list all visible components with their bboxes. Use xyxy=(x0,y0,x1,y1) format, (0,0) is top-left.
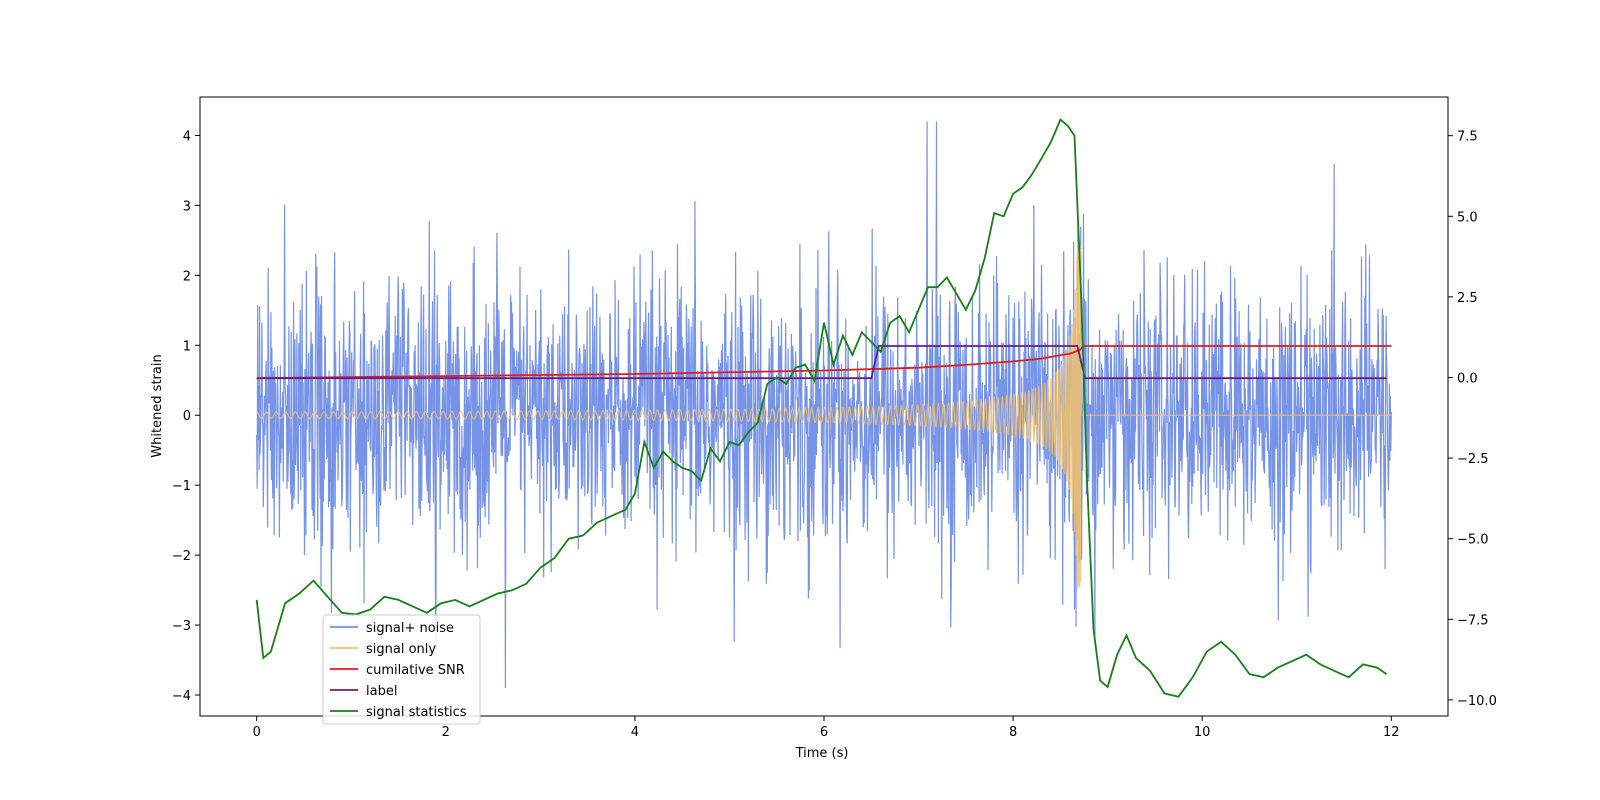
y-tick-label: −2 xyxy=(172,549,191,564)
y2-tick-label: −2.5 xyxy=(1457,452,1489,467)
x-tick-label: 4 xyxy=(631,725,639,740)
legend-label: label xyxy=(366,684,397,699)
y-axis-title: Whitened strain xyxy=(150,354,165,457)
x-axis-title: Time (s) xyxy=(795,746,849,761)
y-tick-label: −3 xyxy=(172,619,191,634)
x-tick-label: 0 xyxy=(253,725,261,740)
series-layer xyxy=(255,118,1392,698)
y-tick-label: 0 xyxy=(183,409,191,424)
y-tick-label: 4 xyxy=(183,129,191,144)
y2-tick-label: −7.5 xyxy=(1457,613,1489,628)
plot-area xyxy=(199,96,1449,717)
y-tick-label: 2 xyxy=(183,269,191,284)
y-axis-left: −4 −3 −2 −1 0 1 2 3 4 xyxy=(172,129,200,704)
legend: signal+ noise signal only cumilative SNR la… xyxy=(322,614,481,725)
legend-label: signal+ noise xyxy=(366,621,454,636)
y-tick-label: −1 xyxy=(172,479,191,494)
y2-tick-label: −5.0 xyxy=(1457,533,1489,548)
series-cumulative-snr xyxy=(256,345,1392,380)
legend-label: signal only xyxy=(366,642,436,657)
legend-box xyxy=(322,614,481,725)
x-tick-label: 2 xyxy=(442,725,450,740)
y-tick-label: 1 xyxy=(183,339,191,354)
x-tick-label: 10 xyxy=(1194,725,1211,740)
y2-tick-label: −10.0 xyxy=(1457,694,1497,709)
legend-label: signal statistics xyxy=(366,705,467,720)
x-tick-label: 6 xyxy=(820,725,828,740)
series-signal-noise xyxy=(256,121,1392,689)
series-signal-statistics xyxy=(255,118,1388,698)
legend-label: cumilative SNR xyxy=(366,663,465,678)
y2-tick-label: 2.5 xyxy=(1457,291,1478,306)
y-axis-right: −10.0 −7.5 −5.0 −2.5 0.0 2.5 5.0 7.5 xyxy=(1448,130,1497,709)
x-tick-label: 8 xyxy=(1009,725,1017,740)
series-signal-only xyxy=(256,240,1392,590)
y2-tick-label: 0.0 xyxy=(1457,371,1478,386)
y-tick-label: 3 xyxy=(183,199,191,214)
y2-tick-label: 7.5 xyxy=(1457,130,1478,145)
series-label xyxy=(256,345,1387,380)
x-tick-label: 12 xyxy=(1383,725,1400,740)
y-tick-label: −4 xyxy=(172,689,191,704)
y2-tick-label: 5.0 xyxy=(1457,210,1478,225)
